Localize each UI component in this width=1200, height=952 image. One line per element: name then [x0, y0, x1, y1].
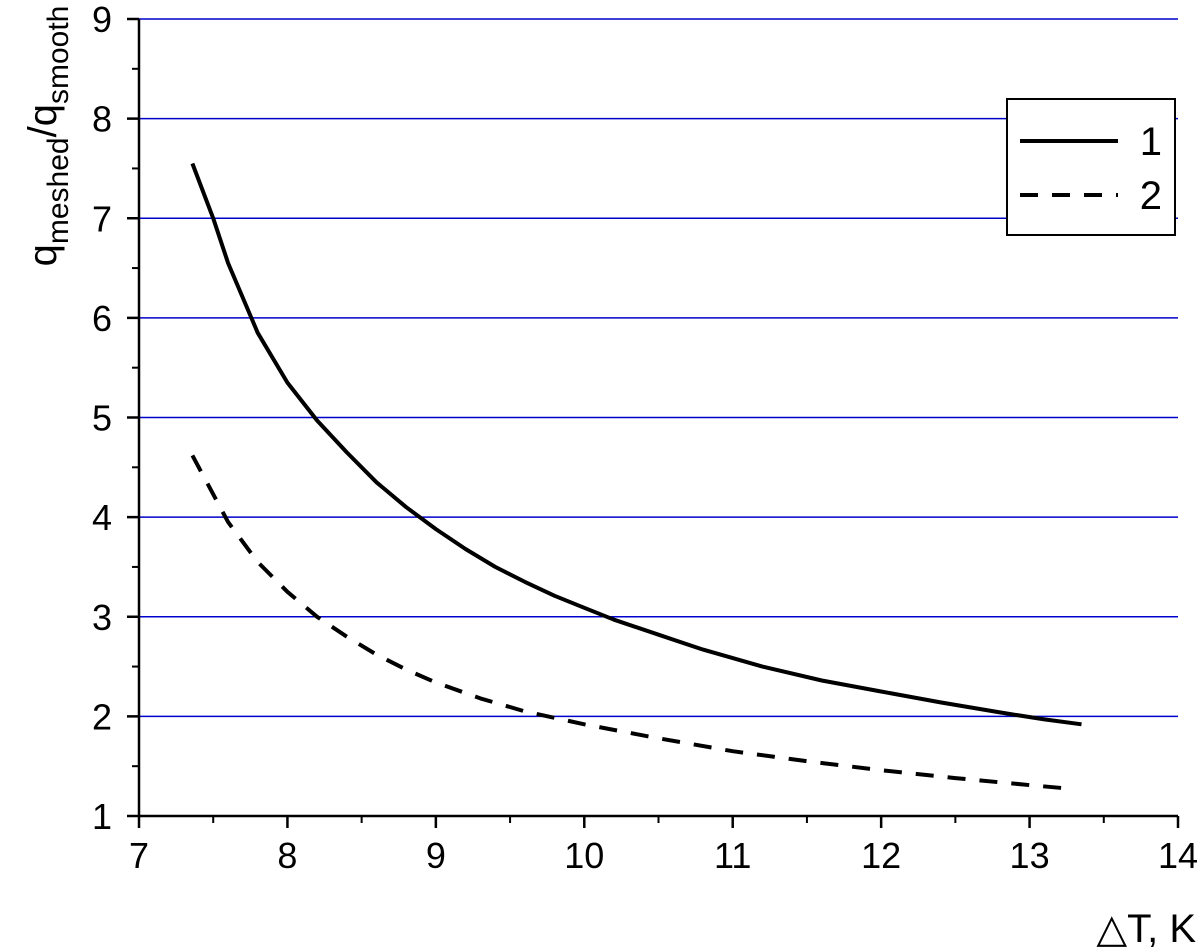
x-axis-title: △T, K: [1096, 907, 1196, 951]
y-tick-label: 2: [92, 696, 112, 737]
x-tick-label: 10: [564, 835, 604, 876]
legend-label-2: 2: [1140, 174, 1162, 218]
y-tick-label: 6: [92, 298, 112, 339]
y-axis-title-sub2: smooth: [42, 6, 75, 104]
y-axis-title-sub1: meshed: [42, 137, 75, 244]
x-tick-label: 11: [714, 835, 751, 876]
y-axis-title-base2: q: [21, 104, 65, 126]
y-tick-label: 3: [92, 597, 112, 638]
legend-box: [1006, 98, 1176, 236]
x-tick-label: 14: [1158, 835, 1198, 876]
x-tick-label: 13: [1010, 835, 1050, 876]
grid-lines: [139, 18, 1178, 718]
x-tick-label: 9: [426, 835, 446, 876]
series-1-line: [190, 162, 1082, 727]
series-2-line: [190, 454, 1075, 792]
y-tick-label: 7: [92, 198, 112, 239]
legend: 12: [1006, 98, 1176, 236]
legend-label-1: 1: [1140, 120, 1162, 164]
svg-text:qmeshed/qsmooth: qmeshed/qsmooth: [21, 6, 75, 267]
x-tick-label: 8: [277, 835, 297, 876]
x-tick-label: 7: [129, 835, 149, 876]
y-tick-label: 4: [92, 497, 112, 538]
y-axis-title: qmeshed/qsmooth: [21, 6, 75, 267]
y-tick-label: 8: [92, 99, 112, 140]
y-axis-title-slash: /: [21, 125, 65, 137]
series-group: [190, 162, 1082, 792]
y-tick-label: 5: [92, 398, 112, 439]
y-tick-label: 1: [92, 796, 112, 837]
x-tick-label: 12: [861, 835, 901, 876]
y-axis-title-base1: q: [21, 244, 65, 266]
y-tick-label: 9: [92, 0, 112, 40]
